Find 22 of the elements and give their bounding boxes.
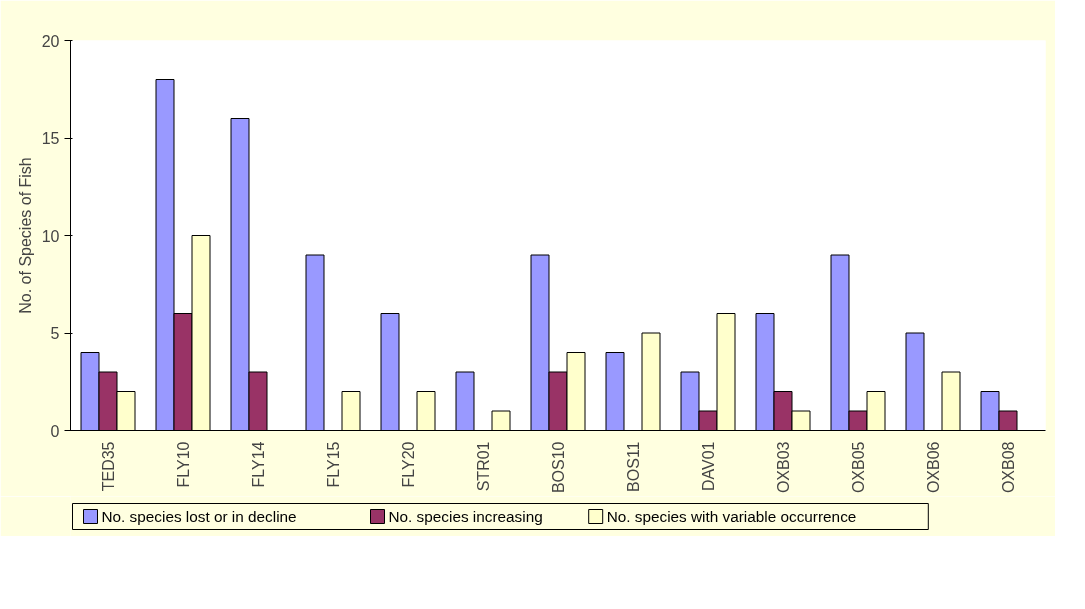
y-tick-label: 5 (50, 325, 60, 342)
x-tick-label: OXB05 (849, 441, 867, 494)
legend-label: No. species with variable occurrence (606, 508, 857, 525)
x-tick-label: FLY14 (249, 441, 267, 488)
y-tick-label: 0 (50, 422, 60, 440)
legend-label: No. species lost or in decline (101, 508, 297, 525)
y-axis-title: No. of Species of Fish (16, 157, 34, 314)
y-tick-label: 10 (41, 227, 60, 245)
x-tick-label: FLY15 (324, 441, 342, 488)
x-tick-label: OXB06 (924, 441, 942, 494)
x-tick-label: OXB08 (999, 441, 1017, 494)
x-tick-label: FLY10 (174, 441, 192, 488)
x-tick-label: BOS11 (624, 441, 642, 492)
x-tick-label: BOS10 (549, 441, 567, 494)
x-tick-label: STR01 (474, 441, 492, 492)
x-tick-label: FLY20 (399, 441, 417, 488)
y-tick-label: 20 (41, 32, 60, 50)
y-tick-label: 15 (41, 130, 60, 147)
x-tick-label: DAV01 (699, 441, 717, 492)
legend-label: No. species increasing (388, 508, 543, 525)
x-tick-label: TED35 (99, 441, 117, 492)
x-tick-label: OXB03 (774, 441, 792, 494)
